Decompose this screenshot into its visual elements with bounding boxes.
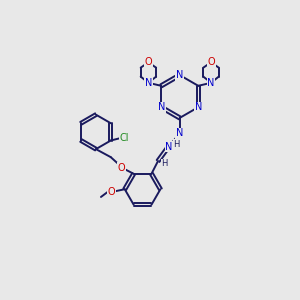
Text: O: O [117, 163, 125, 172]
Text: H: H [161, 160, 168, 169]
Text: N: N [207, 78, 215, 88]
Text: N: N [145, 78, 152, 88]
Text: O: O [107, 187, 115, 196]
Text: O: O [207, 57, 215, 67]
Text: N: N [165, 142, 173, 152]
Text: N: N [158, 102, 165, 112]
Text: N: N [176, 128, 183, 138]
Text: Cl: Cl [120, 133, 129, 142]
Text: H: H [174, 140, 180, 149]
Text: N: N [195, 102, 202, 112]
Text: O: O [145, 57, 152, 67]
Text: N: N [176, 70, 183, 80]
